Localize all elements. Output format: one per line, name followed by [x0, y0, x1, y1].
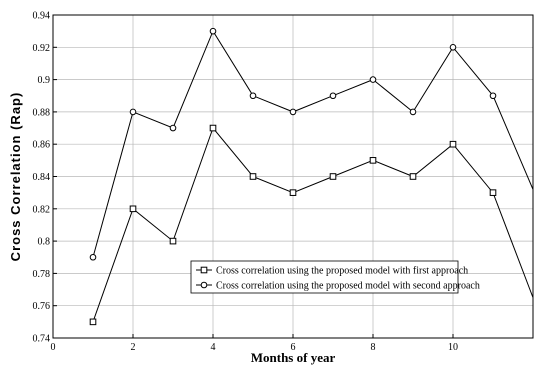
data-point-square — [329, 173, 337, 180]
y-tick-label: 0.78 — [33, 269, 51, 280]
x-tick-label: 10 — [448, 342, 458, 353]
data-point-circle — [169, 124, 177, 132]
y-tick-label: 0.9 — [38, 75, 51, 86]
x-axis-label: Months of year — [251, 350, 336, 365]
series-line-2 — [92, 30, 533, 258]
y-tick-label: 0.84 — [33, 172, 51, 183]
y-tick-label: 0.92 — [33, 43, 51, 54]
x-tick-label: 8 — [371, 342, 376, 353]
data-point-square — [489, 189, 497, 196]
data-point-square — [129, 205, 137, 213]
axes: 0 2 4 6 8 10 0.74 0.76 0.78 0.8 0.82 0.84 0.86 0.88 0.… — [33, 11, 459, 354]
y-tick-label: 0.82 — [33, 204, 51, 215]
y-tick-label: 0.76 — [33, 301, 51, 312]
series-group — [89, 27, 533, 326]
legend-box — [190, 260, 459, 294]
series-line-1 — [92, 126, 533, 322]
series-1 — [89, 124, 533, 326]
data-point-square — [209, 124, 217, 132]
data-point-circle — [329, 92, 337, 100]
data-point-circle — [369, 76, 377, 83]
data-point-circle — [409, 108, 417, 116]
y-tick-label: 0.94 — [33, 11, 51, 22]
series-2 — [89, 27, 533, 261]
data-point-circle — [449, 44, 457, 51]
data-point-square — [169, 237, 177, 245]
legend-circle-marker — [200, 281, 208, 289]
data-point-square — [409, 173, 417, 180]
data-point-circle — [489, 92, 497, 100]
data-point-square — [369, 157, 377, 164]
data-point-circle — [289, 108, 297, 116]
legend-label-second-approach: Cross correlation using the proposed mod… — [216, 281, 480, 292]
data-point-circle — [209, 27, 217, 35]
data-point-circle — [89, 253, 97, 261]
x-tick-label: 0 — [51, 342, 56, 353]
legend-square-marker — [200, 266, 208, 274]
data-point-square — [449, 140, 457, 148]
data-point-circle — [249, 92, 257, 100]
data-point-square — [249, 173, 257, 180]
x-tick-label: 6 — [291, 342, 296, 353]
data-point-circle — [129, 108, 137, 116]
y-tick-label: 0.86 — [33, 140, 51, 151]
data-point-square — [89, 318, 97, 326]
y-tick-label: 0.8 — [38, 237, 51, 248]
y-tick-label: 0.74 — [33, 334, 51, 345]
y-tick-label: 0.88 — [33, 107, 51, 118]
legend: Cross correlation using the proposed mod… — [190, 260, 480, 294]
x-tick-label: 2 — [131, 342, 136, 353]
y-axis-label: Cross Correlation (Rap) — [8, 92, 23, 262]
legend-label-first-approach: Cross correlation using the proposed mod… — [216, 266, 468, 277]
data-point-square — [289, 189, 297, 196]
x-tick-label: 4 — [211, 342, 216, 353]
